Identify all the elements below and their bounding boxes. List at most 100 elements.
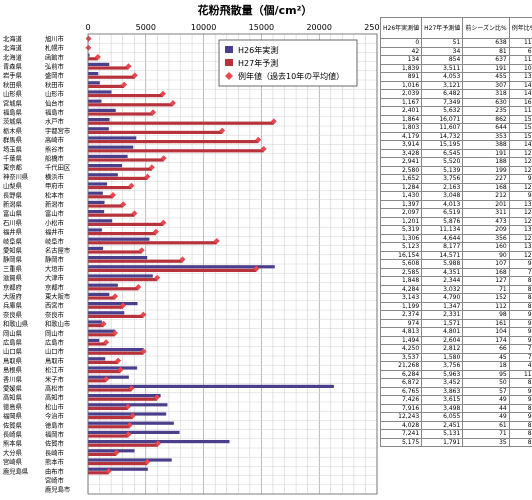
table-cell: 161	[462, 318, 510, 328]
bar-h26	[88, 53, 90, 57]
bar-h26	[88, 449, 135, 453]
table-cell: 637	[462, 55, 510, 65]
category-pref-label: 広島県	[3, 338, 23, 347]
table-cell: 630	[462, 97, 510, 107]
bar-h26	[88, 394, 161, 398]
table-cell: 152	[462, 293, 510, 303]
bar-h27	[88, 103, 173, 107]
bar-h27	[88, 416, 133, 420]
x-tick-label: 10000	[191, 23, 216, 32]
table-cell: 4,801	[421, 327, 464, 337]
bar-h26	[88, 311, 125, 315]
table-row: 42348169	[379, 46, 532, 56]
table-cell: 50	[462, 378, 510, 388]
table-cell: 44	[462, 403, 510, 413]
table-cell: 81	[462, 46, 510, 56]
category-city-label: 東大阪市	[45, 292, 70, 301]
table-cell: 93	[508, 327, 532, 337]
bar-h26	[88, 191, 103, 195]
table-cell: 4,351	[421, 267, 464, 277]
table-cell: 87	[508, 437, 532, 447]
category-city-label: 船橋市	[45, 154, 64, 163]
category-pref-label: 千葉県	[3, 154, 23, 163]
category-city-label: 大垣市	[45, 264, 64, 273]
bar-h26	[88, 127, 109, 131]
table-cell: 42	[379, 46, 423, 56]
table-cell: 135	[508, 72, 532, 82]
bar-h26	[88, 210, 105, 214]
table-cell: 6,055	[421, 412, 464, 422]
table-cell: 1,848	[379, 276, 423, 286]
category-pref-label: 鹿児島県	[3, 466, 29, 475]
table-cell: 311	[462, 208, 510, 218]
average-marker	[129, 412, 136, 419]
average-marker	[138, 247, 145, 254]
average-marker	[159, 90, 166, 97]
table-cell: 4,813	[379, 327, 423, 337]
bar-h26	[88, 283, 118, 287]
category-city-label: 富山市	[45, 209, 64, 218]
average-marker	[140, 348, 147, 355]
bar-h26	[88, 292, 110, 296]
bar-h26	[88, 366, 138, 370]
table-cell: 1,839	[379, 63, 423, 73]
bars	[88, 38, 334, 475]
table-cell: 1,864	[379, 114, 423, 124]
bar-h27	[88, 66, 129, 70]
category-pref-label: 佐賀県	[3, 420, 23, 429]
average-marker	[103, 339, 110, 346]
table-cell: 1,791	[421, 437, 464, 447]
table-cell: 97	[508, 412, 532, 422]
table-cell: 104	[508, 63, 532, 73]
table-cell: 1,167	[379, 97, 423, 107]
average-marker	[85, 35, 92, 42]
table-cell: 2,401	[379, 106, 423, 116]
table-cell: 95	[462, 369, 510, 379]
bar-h27	[88, 406, 128, 410]
bar-h27	[88, 388, 132, 392]
bar-h27	[88, 443, 158, 447]
bar-h26	[88, 164, 122, 168]
category-city-label: 横浜市	[45, 172, 64, 181]
table-cell: 85	[508, 429, 532, 439]
table-cell: 1,580	[421, 352, 464, 362]
table-cell: 3,143	[379, 293, 423, 303]
table-cell: 3,863	[421, 386, 464, 396]
table-cell: 3,428	[379, 148, 423, 158]
category-pref-label: 岡山県	[3, 328, 23, 337]
table-cell: 5,876	[421, 216, 464, 226]
table-cell: 191	[462, 63, 510, 73]
grid-lines	[87, 33, 378, 495]
average-marker	[125, 431, 132, 438]
table-cell: 123	[508, 250, 532, 260]
category-labels: 北海道 旭川市北海道 札幌市北海道 函館市青森県 弘前市岩手県 盛岡市秋田県 秋田市山形県山…	[3, 34, 70, 494]
table-cell: 1,397	[379, 199, 423, 209]
table-cell: 473	[462, 216, 510, 226]
table-cell: 71	[462, 284, 510, 294]
category-city-label: 熊本市	[45, 457, 64, 466]
bar-h26	[88, 265, 275, 269]
bar-h27	[88, 112, 154, 116]
table-cell: 6,545	[421, 148, 464, 158]
category-city-label: 今治市	[45, 411, 64, 420]
table-cell: 128	[508, 157, 532, 167]
table-cell: 5,988	[421, 259, 464, 269]
table-cell: 16,071	[421, 114, 464, 124]
category-city-label: 宇都宮市	[45, 126, 70, 135]
table-cell: 138	[508, 199, 532, 209]
legend-label-h26: H26年実測	[238, 45, 278, 55]
category-city-label: 甲府市	[45, 181, 64, 190]
